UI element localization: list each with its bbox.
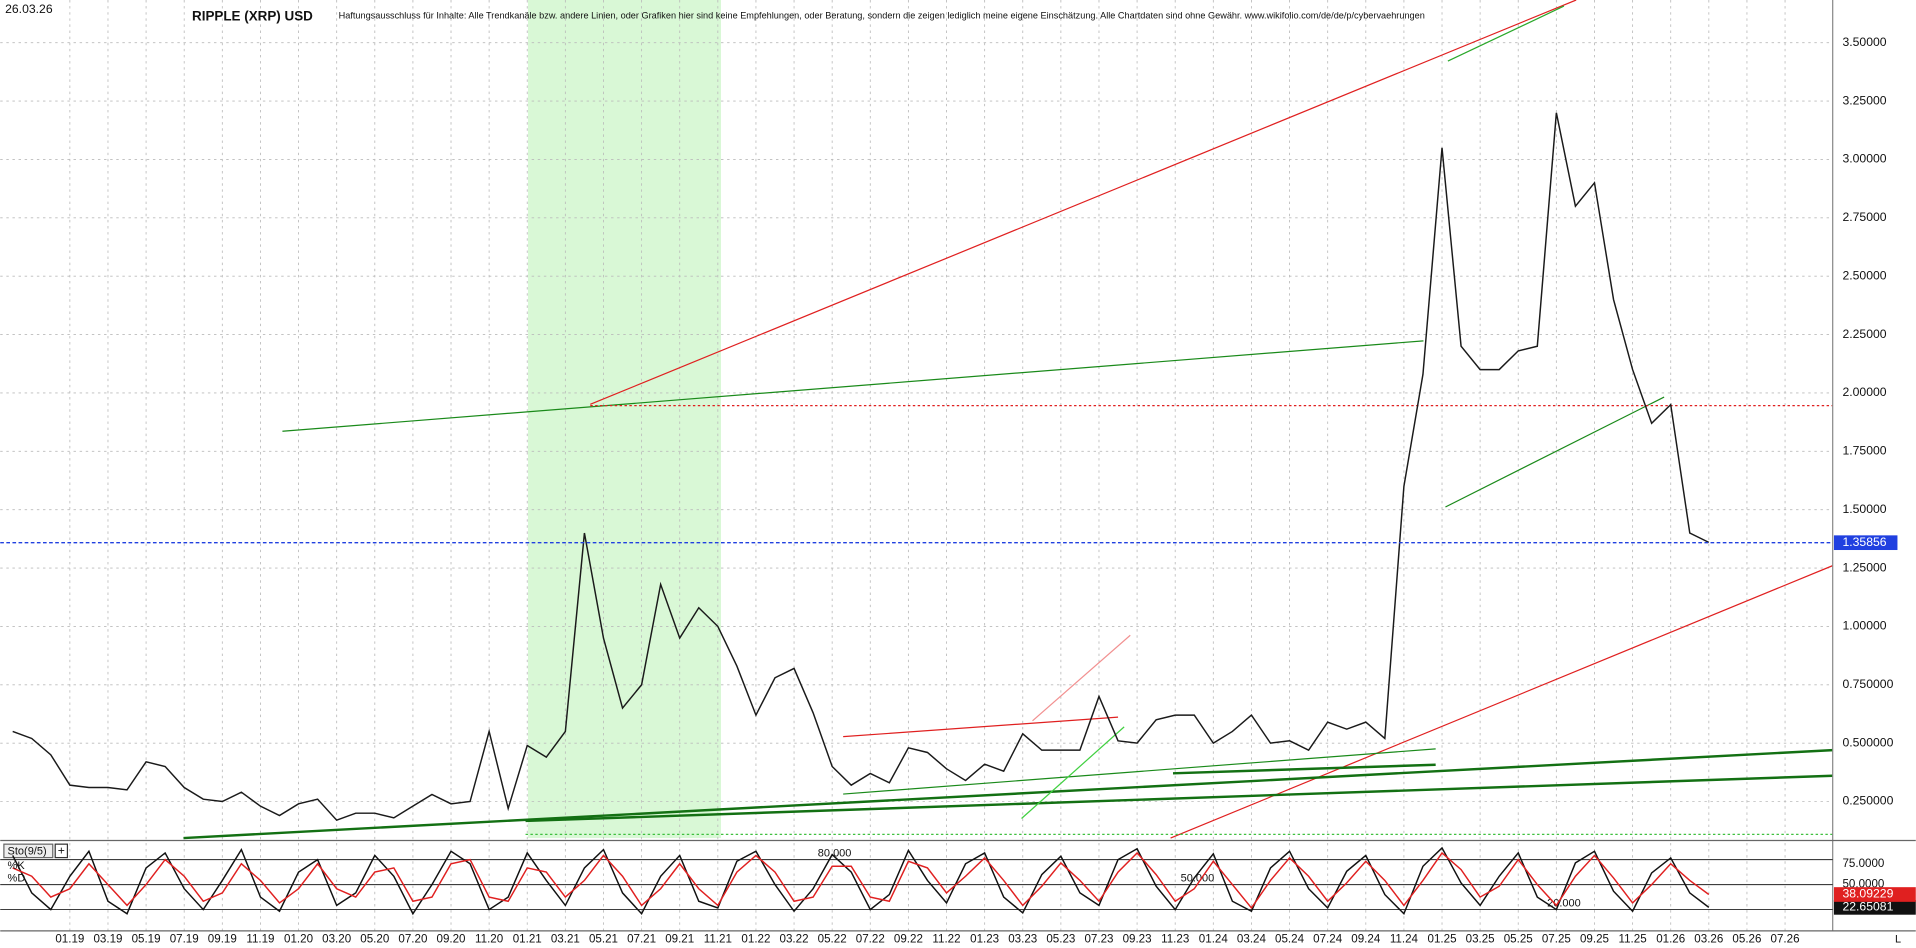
trendline: [1172, 763, 1436, 775]
value-tag: [1833, 887, 1916, 902]
x-tick-label: 07.23: [1084, 933, 1113, 946]
indicator-title: Sto(9/5): [8, 845, 47, 857]
x-tick-label: 11.19: [246, 933, 274, 946]
y-tick-label: 1.25000: [1842, 560, 1886, 574]
trendline: [1021, 726, 1125, 819]
x-tick-label: 05.24: [1275, 933, 1305, 946]
x-tick-label: 05.20: [360, 933, 389, 946]
trendline: [1032, 634, 1131, 722]
x-tick-label: 11.23: [1161, 933, 1189, 946]
x-tick-label: 07.22: [856, 933, 885, 946]
indicator-box: [3, 843, 54, 859]
trendline: [1447, 5, 1565, 62]
x-tick-label: 03.26: [1694, 933, 1723, 946]
corner-label: L: [1895, 933, 1901, 945]
legend-entry: %K: [8, 860, 26, 872]
y-tick-label: 2.50000: [1842, 268, 1886, 282]
x-tick-label: 03.22: [780, 933, 809, 946]
value-tag: [1833, 900, 1916, 915]
add-icon: +: [58, 844, 65, 858]
x-tick-label: 09.24: [1351, 933, 1381, 946]
price-tag-label: 1.35856: [1842, 535, 1886, 549]
x-tick-label: 07.24: [1313, 933, 1343, 946]
x-tick-label: 07.20: [398, 933, 427, 946]
x-tick-label: 09.22: [894, 933, 923, 946]
x-tick-label: 03.21: [551, 933, 580, 946]
chart-title: RIPPLE (XRP) USD: [192, 9, 313, 24]
highlight-zone: [527, 0, 721, 839]
y-tick-label: 1.75000: [1842, 444, 1886, 458]
x-tick-label: 07.26: [1771, 933, 1800, 946]
x-tick-label: 03.23: [1008, 933, 1037, 946]
x-tick-label: 01.26: [1656, 933, 1685, 946]
disclaimer: Haftungsausschluss für Inhalte: Alle Tre…: [339, 10, 1425, 20]
y-tick-label: 0.250000: [1842, 794, 1893, 808]
x-tick-label: 09.23: [1123, 933, 1152, 946]
x-tick-label: 11.21: [704, 933, 732, 946]
x-tick-label: 03.20: [322, 933, 351, 946]
x-tick-label: 01.23: [970, 933, 999, 946]
x-tick-label: 09.21: [665, 933, 694, 946]
x-tick-label: 09.19: [208, 933, 237, 946]
y-tick-label: 0.750000: [1842, 677, 1893, 691]
x-tick-label: 11.22: [932, 933, 960, 946]
x-tick-label: 11.25: [1619, 933, 1647, 946]
y-tick-label: 3.00000: [1842, 152, 1886, 166]
y-tick-label: 2.75000: [1842, 210, 1886, 224]
trendlines: [183, 0, 1833, 840]
x-tick-label: 05.21: [589, 933, 618, 946]
x-tick-label: 11.24: [1390, 933, 1419, 946]
x-tick-label: 07.25: [1542, 933, 1571, 946]
x-tick-label: 05.22: [818, 933, 847, 946]
series-line: [12, 851, 1710, 910]
trendline: [843, 748, 1436, 795]
trendline: [1445, 396, 1665, 508]
trendline: [525, 774, 1833, 823]
date: 26.03.26: [5, 2, 53, 16]
x-tick-label: 07.19: [170, 933, 199, 946]
x-tick-label: 09.25: [1580, 933, 1609, 946]
trendline: [282, 340, 1424, 432]
level-label: 20.000: [1547, 897, 1581, 909]
level-label: 80.000: [818, 847, 852, 859]
trendline: [590, 0, 1577, 405]
add-button[interactable]: [54, 843, 69, 859]
x-tick-label: 01.24: [1199, 933, 1229, 946]
x-tick-label: 03.25: [1466, 933, 1495, 946]
x-tick-label: 01.20: [284, 933, 313, 946]
y-tick-label: 3.25000: [1842, 93, 1886, 107]
y-tick-label: 1.50000: [1842, 502, 1886, 516]
trendline: [1170, 565, 1833, 839]
x-tick-label: 05.26: [1732, 933, 1761, 946]
trendline: [183, 748, 1833, 840]
y-tick-label: 2.00000: [1842, 385, 1886, 399]
x-tick-label: 01.21: [513, 933, 542, 946]
trendline: [843, 716, 1119, 738]
x-tick-label: 01.25: [1428, 933, 1457, 946]
x-tick-label: 01.19: [55, 933, 84, 946]
x-tick-label: 09.20: [437, 933, 466, 946]
x-tick-label: 05.19: [132, 933, 161, 946]
y-tick-label: 0.500000: [1842, 735, 1893, 749]
value-tag-label: 38.09229: [1842, 887, 1893, 901]
value-tag-label: 22.65081: [1842, 900, 1893, 914]
series-line: [12, 112, 1710, 822]
y-tick-label: 3.50000: [1842, 35, 1886, 49]
x-tick-label: 11.20: [475, 933, 503, 946]
y-tick-label: 2.25000: [1842, 327, 1886, 341]
x-tick-label: 01.22: [741, 933, 770, 946]
x-tick-label: 05.23: [1046, 933, 1075, 946]
x-tick-label: 07.21: [627, 933, 656, 946]
x-tick-label: 03.24: [1237, 933, 1267, 946]
y-tick-label: 1.00000: [1842, 619, 1886, 633]
level-label: 50.000: [1181, 872, 1215, 884]
y-tick-label: 75.0000: [1842, 857, 1884, 870]
x-tick-label: 03.19: [93, 933, 122, 946]
price-tag: [1833, 535, 1898, 551]
series-line: [12, 846, 1710, 916]
x-tick-label: 05.25: [1504, 933, 1533, 946]
legend-entry: %D: [8, 872, 26, 884]
